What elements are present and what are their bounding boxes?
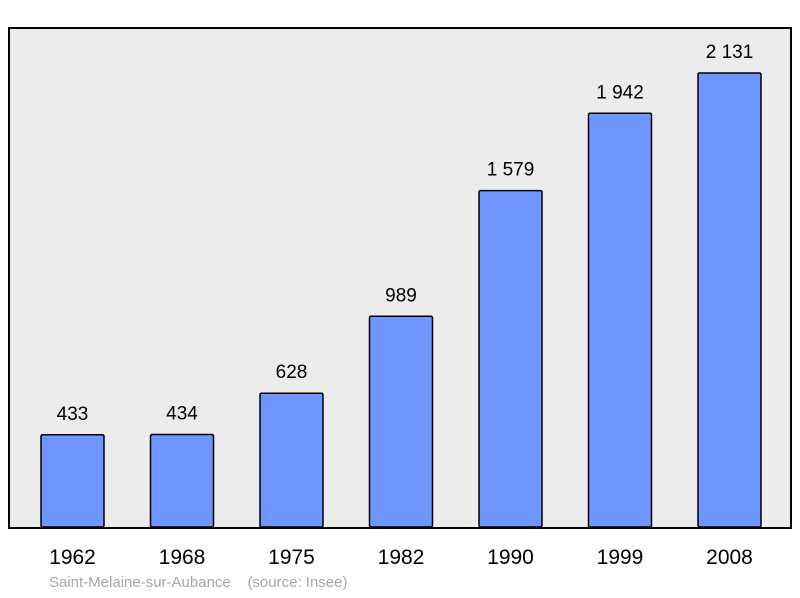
category-label-1968: 1968 — [159, 546, 206, 569]
bar-1982 — [368, 315, 434, 528]
bar-1990 — [478, 189, 543, 528]
chart-caption: Saint-Melaine-sur-Aubance (source: Insee… — [49, 574, 347, 591]
caption-place: Saint-Melaine-sur-Aubance — [49, 574, 231, 591]
bar-1968 — [149, 433, 215, 528]
value-labels-group: 433 434 628 989 1 579 1 942 2 131 — [57, 42, 754, 425]
value-label-1968: 434 — [166, 404, 198, 425]
category-label-1999: 1999 — [597, 546, 644, 569]
caption-source: (source: Insee) — [247, 574, 348, 591]
bars-group — [40, 72, 762, 528]
category-label-1975: 1975 — [268, 546, 315, 569]
category-label-1982: 1982 — [378, 546, 425, 569]
category-labels-group: 1962 1968 1975 1982 1990 1999 2008 — [49, 546, 753, 569]
value-label-1975: 628 — [276, 362, 308, 383]
bar-1962 — [40, 434, 105, 528]
value-label-1962: 433 — [57, 404, 89, 425]
value-label-1982: 989 — [385, 285, 417, 306]
value-label-1990: 1 579 — [487, 160, 535, 181]
value-label-2008: 2 131 — [706, 42, 754, 63]
bar-1999 — [587, 112, 653, 528]
value-label-1999: 1 942 — [596, 82, 644, 103]
category-label-1962: 1962 — [49, 546, 96, 569]
bar-1975 — [259, 392, 324, 528]
category-label-2008: 2008 — [706, 546, 753, 569]
category-label-1990: 1990 — [487, 546, 534, 569]
bar-2008 — [697, 72, 762, 528]
